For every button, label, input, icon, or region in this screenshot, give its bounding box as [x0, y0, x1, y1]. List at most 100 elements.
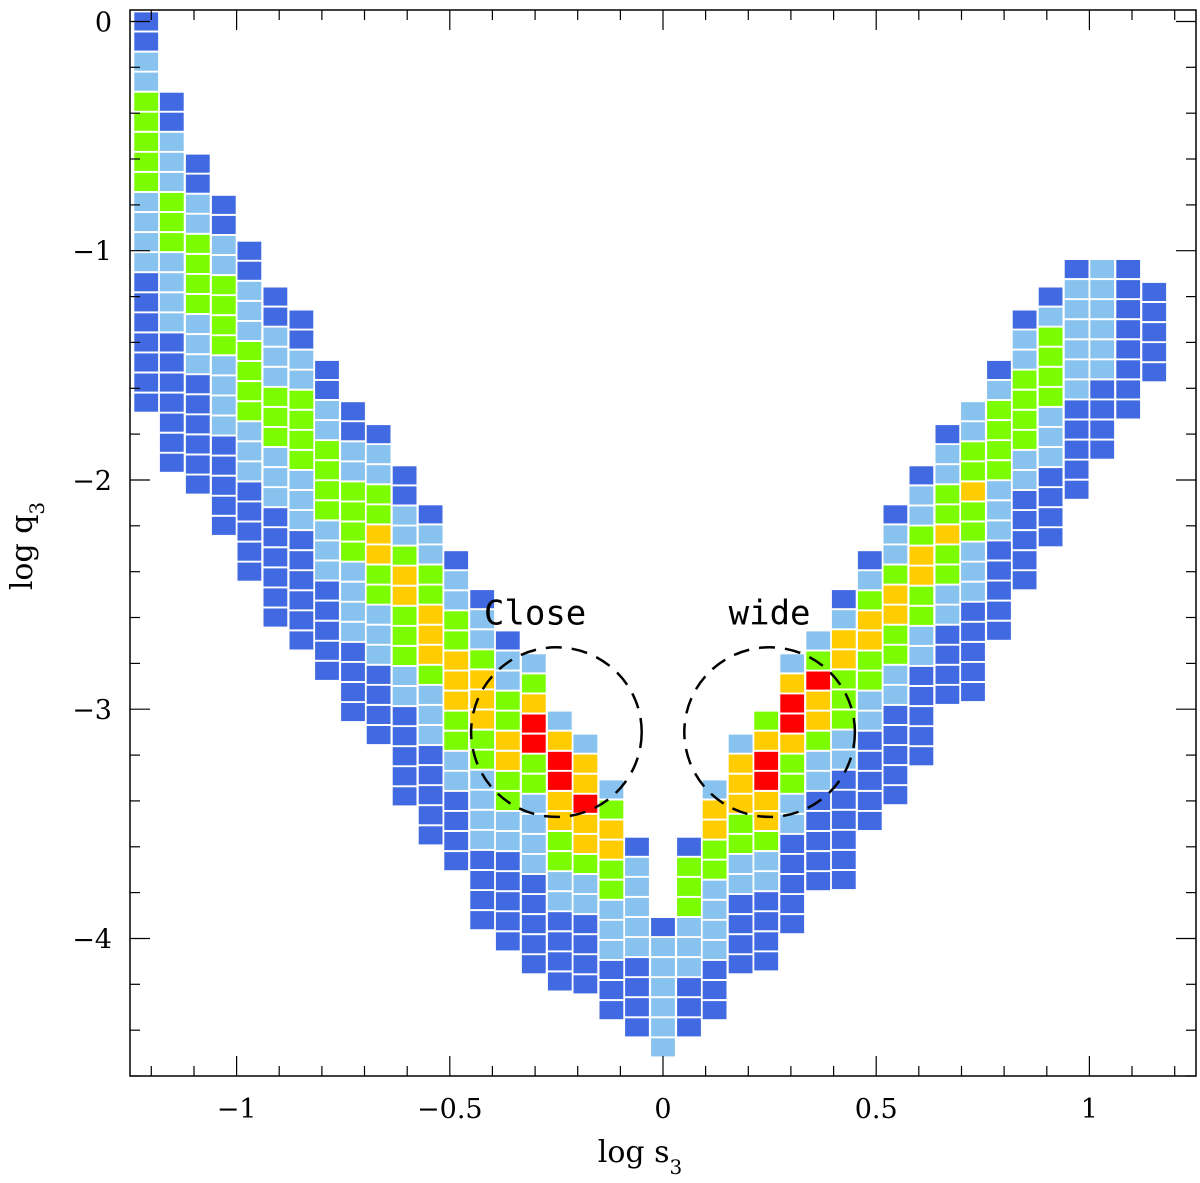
heatmap-cell [470, 670, 495, 689]
heatmap-cell [470, 590, 495, 609]
heatmap-cell [1142, 343, 1167, 362]
heatmap-cell [961, 422, 985, 441]
heatmap-cell [573, 854, 598, 873]
heatmap-cell [702, 981, 727, 1000]
heatmap-cell [573, 975, 598, 994]
y-tick-labels: 0 −1 −2 −3 −4 [72, 8, 112, 956]
heatmap-cell [677, 857, 701, 876]
heatmap-cell [159, 152, 184, 171]
heatmap-cell [702, 960, 727, 979]
heatmap-cell [237, 422, 262, 441]
heatmap-cell [909, 586, 934, 605]
heatmap-cell [831, 850, 856, 869]
heatmap-cell [263, 528, 288, 547]
heatmap-cell [521, 754, 546, 773]
heatmap-cell [237, 462, 262, 481]
heatmap-cell [987, 521, 1011, 540]
heatmap-cell [237, 301, 262, 320]
x-tick-label: 0.5 [855, 1094, 898, 1125]
heatmap-cell [1038, 448, 1063, 467]
heatmap-cell [625, 938, 649, 957]
heatmap-cell [780, 895, 805, 914]
heatmap-cell [341, 562, 365, 581]
heatmap-cell [935, 445, 960, 464]
heatmap-cell [1064, 300, 1089, 319]
heatmap-cell [909, 506, 934, 525]
heatmap-cell [211, 456, 236, 475]
heatmap-cell [935, 645, 960, 664]
y-tick-label: −1 [72, 237, 112, 268]
heatmap-cell [547, 952, 572, 971]
heatmap-cell [728, 875, 753, 894]
heatmap-cell [366, 545, 391, 564]
heatmap-cell [831, 650, 856, 669]
heatmap-cell [237, 522, 262, 541]
heatmap-cell [470, 871, 495, 890]
heatmap-cell [470, 630, 495, 649]
heatmap-cell [495, 631, 520, 650]
heatmap-cell [883, 565, 908, 584]
heatmap-cell [185, 295, 210, 314]
heatmap-cell [780, 834, 805, 853]
heatmap-cell [159, 433, 184, 452]
heatmap-cell [780, 654, 805, 673]
heatmap-cell [573, 955, 598, 974]
heatmap-cell [1038, 327, 1063, 346]
heatmap-cell [1012, 330, 1037, 349]
heatmap-cell [857, 651, 882, 670]
heatmap-cell [547, 811, 572, 830]
heatmap-cell [987, 441, 1011, 460]
heatmap-cell [134, 313, 159, 332]
heatmap-cell [418, 826, 443, 845]
heatmap-cell [341, 422, 365, 441]
heatmap-cell [392, 626, 417, 645]
heatmap-cell [547, 932, 572, 951]
x-tick-labels: −1 −0.5 0 0.5 1 [217, 1094, 1098, 1125]
heatmap-cell [341, 522, 365, 541]
heatmap-cell [1142, 303, 1167, 322]
heatmap-cell [315, 380, 339, 399]
y-axis-title: log q3 [5, 502, 49, 590]
heatmap-cell [418, 585, 443, 604]
heatmap-cell [599, 880, 624, 899]
heatmap-cell [806, 771, 831, 790]
heatmap-cell [987, 421, 1011, 440]
heatmap-cell [677, 958, 701, 977]
heatmap-cell [444, 651, 469, 670]
heatmap-cell [444, 751, 469, 770]
heatmap-cell [651, 998, 675, 1017]
heatmap-cell [1090, 320, 1115, 339]
heatmap-cell [702, 860, 727, 879]
heatmap-cell [521, 834, 546, 853]
heatmap-cell [754, 852, 779, 871]
heatmap-cell [883, 665, 908, 684]
heatmap-cell [935, 525, 960, 544]
heatmap-cell [599, 1001, 624, 1020]
heatmap-cell [134, 132, 159, 151]
heatmap-cell [806, 651, 831, 670]
heatmap-cell [1116, 320, 1141, 339]
heatmap-cell [728, 955, 753, 974]
heatmap-cell [289, 470, 314, 489]
heatmap-cell [1012, 491, 1037, 510]
heatmap-cell [392, 546, 417, 565]
heatmap-cell [728, 814, 753, 833]
heatmap-cell [1012, 310, 1037, 329]
heatmap-cell [495, 811, 520, 830]
heatmap-cell [1012, 531, 1037, 550]
heatmap-cell [444, 691, 469, 710]
heatmap-cell [547, 872, 572, 891]
heatmap-cell [315, 481, 339, 500]
heatmap-cell [1142, 323, 1167, 342]
heatmap-cell [987, 541, 1011, 560]
heatmap-cell [1012, 390, 1037, 409]
heatmap-cell [237, 502, 262, 521]
heatmap-cell [211, 296, 236, 315]
heatmap-cell [883, 585, 908, 604]
heatmap-cell [857, 791, 882, 810]
heatmap-cell [909, 747, 934, 766]
heatmap-cell [831, 670, 856, 689]
x-tick-label: −0.5 [417, 1094, 483, 1125]
heatmap-cell [573, 935, 598, 954]
heatmap-cell [987, 360, 1011, 379]
